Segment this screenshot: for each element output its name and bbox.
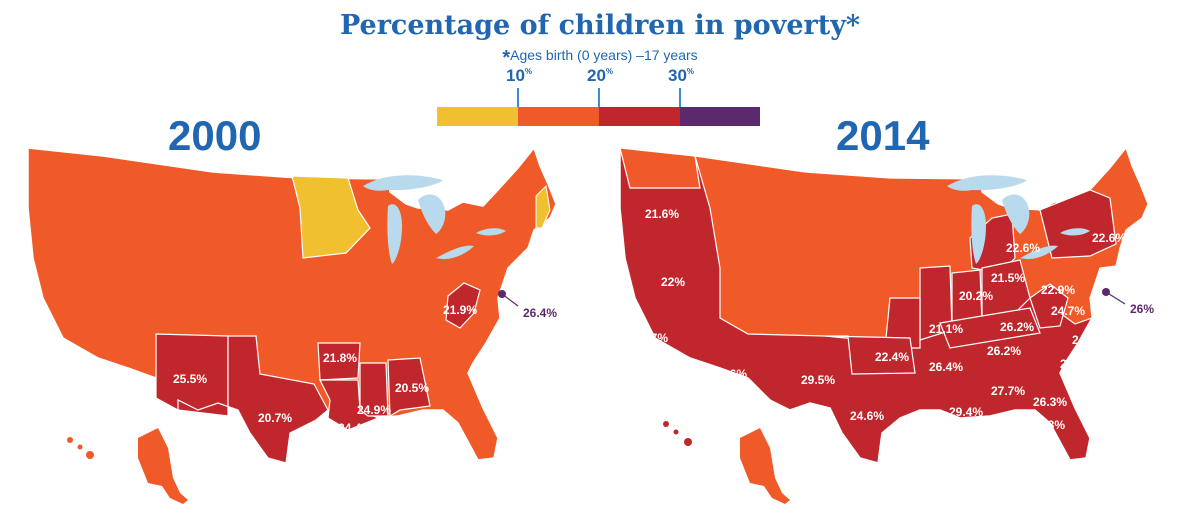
lake-superior-2014 bbox=[947, 175, 1027, 191]
state-missouri-2014 bbox=[884, 297, 921, 349]
state-mississippi-2000 bbox=[359, 362, 389, 417]
label-2014-nevada: 22% bbox=[661, 275, 685, 289]
legend-label-30: 30% bbox=[668, 66, 695, 85]
state-louisiana-2000 bbox=[319, 379, 380, 431]
label-2014-indiana: 21.5% bbox=[991, 271, 1025, 285]
label-2000-dc: 26.4% bbox=[523, 306, 557, 320]
label-2000-arkansas: 21.8% bbox=[323, 351, 357, 365]
year-2014-heading: 2014 bbox=[836, 112, 930, 159]
label-2014-tennessee: 26.2% bbox=[1000, 320, 1034, 334]
legend-label-20: 20% bbox=[587, 66, 614, 85]
state-new-hampshire-2000 bbox=[535, 184, 551, 229]
label-2014-alabama: 27.7% bbox=[991, 384, 1025, 398]
year-2000-heading: 2000 bbox=[168, 112, 262, 159]
state-oklahoma-2014 bbox=[824, 335, 916, 375]
legend-tick-30 bbox=[679, 88, 681, 107]
lake-superior-2000 bbox=[363, 175, 443, 191]
label-2014-new-mexico: 29.5% bbox=[801, 373, 835, 387]
subtitle-text: Ages birth (0 years) –17 years bbox=[510, 47, 698, 63]
state-kentucky-2014 bbox=[939, 307, 1041, 349]
label-2014-california: 22.7% bbox=[634, 331, 668, 345]
label-2014-illinois: 20.2% bbox=[959, 289, 993, 303]
dc-leader-2000 bbox=[501, 293, 519, 307]
state-hawaii-2014 bbox=[663, 421, 669, 427]
label-2000-mississippi: 24.9% bbox=[357, 403, 391, 417]
label-2014-west-virginia: 24.7% bbox=[1051, 304, 1085, 318]
labels-2000: 25.5% 20.7% 21.8% 24.9% 24.4% 20.5% 21.9… bbox=[173, 303, 557, 435]
label-2014-texas: 24.6% bbox=[850, 409, 884, 423]
state-alabama-2000 bbox=[387, 357, 431, 418]
label-2014-florida: 23.8% bbox=[1031, 418, 1065, 432]
label-2014-south-carolina: 27.1% bbox=[1060, 357, 1094, 371]
label-2000-louisiana: 24.4% bbox=[338, 421, 372, 435]
state-west-virginia-2000 bbox=[445, 282, 481, 329]
state-minnesota-2000 bbox=[291, 175, 371, 259]
legend-bin-top bbox=[680, 107, 760, 126]
state-texas-2000 bbox=[177, 335, 329, 464]
chart-subtitle: *Ages birth (0 years) –17 years bbox=[0, 47, 1200, 70]
state-ohio-2014 bbox=[981, 259, 1031, 321]
legend-bin-low bbox=[437, 107, 518, 126]
state-washington-2014 bbox=[619, 147, 701, 189]
state-west-virginia-2014 bbox=[1029, 283, 1069, 329]
chart-title: Percentage of children in poverty* bbox=[339, 10, 861, 41]
label-2000-new-mexico: 25.5% bbox=[173, 372, 207, 386]
label-2000-west-virginia: 21.9% bbox=[443, 303, 477, 317]
label-2014-michigan: 22.6% bbox=[1006, 241, 1040, 255]
label-2014-ohio: 22.9% bbox=[1041, 283, 1075, 297]
labels-2014: 21.6% 22% 22.7% 25.6% 29.5% 22.4% 24.6% … bbox=[634, 207, 1154, 435]
state-hawaii-2000 bbox=[67, 437, 73, 443]
label-2014-dc: 26% bbox=[1130, 302, 1154, 316]
legend-tick-10 bbox=[517, 88, 519, 107]
label-2014-missouri: 21.1% bbox=[929, 322, 963, 336]
label-2014-new-york: 22.6% bbox=[1092, 231, 1126, 245]
label-2014-oklahoma: 22.4% bbox=[875, 350, 909, 364]
label-2014-mississippi: 29.4% bbox=[949, 405, 983, 419]
dc-leader-2014 bbox=[1105, 291, 1126, 305]
state-alaska-2014 bbox=[740, 428, 790, 504]
label-2014-arkansas: 26.4% bbox=[929, 360, 963, 374]
label-2000-texas: 20.7% bbox=[258, 411, 292, 425]
label-2014-kentucky: 26.2% bbox=[987, 344, 1021, 358]
label-2014-oregon: 21.6% bbox=[645, 207, 679, 221]
label-2000-alabama: 20.5% bbox=[395, 381, 429, 395]
state-alaska-2000 bbox=[138, 428, 188, 504]
legend-bin-high bbox=[599, 107, 680, 126]
label-2014-arizona: 25.6% bbox=[713, 367, 747, 381]
state-new-york-2014 bbox=[1039, 189, 1117, 259]
label-2014-georgia: 26.3% bbox=[1033, 395, 1067, 409]
state-arkansas-2000 bbox=[317, 342, 361, 381]
legend-tick-20 bbox=[598, 88, 600, 107]
label-2014-north-carolina: 24.3% bbox=[1072, 333, 1106, 347]
map-2014: 21.6% 22% 22.7% 25.6% 29.5% 22.4% 24.6% … bbox=[619, 146, 1154, 504]
legend-label-10: 10% bbox=[506, 66, 533, 85]
map-2000: 25.5% 20.7% 21.8% 24.9% 24.4% 20.5% 21.9… bbox=[27, 147, 557, 504]
legend-bin-mid bbox=[518, 107, 599, 126]
label-2014-louisiana: 27.9% bbox=[933, 421, 967, 435]
subtitle-asterisk: * bbox=[502, 47, 511, 69]
